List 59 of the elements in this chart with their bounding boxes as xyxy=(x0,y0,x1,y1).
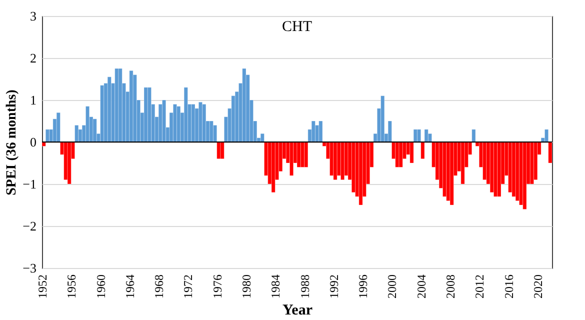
x-axis-title: Year xyxy=(282,302,313,318)
x-tick-label: 2020 xyxy=(530,274,545,298)
bar xyxy=(450,142,454,206)
x-tick-label: 2008 xyxy=(444,274,458,298)
bar xyxy=(460,142,465,184)
bar xyxy=(107,76,112,142)
x-tick-label: 1956 xyxy=(64,274,79,298)
x-tick-label: 1972 xyxy=(181,274,196,298)
bar xyxy=(86,106,90,142)
y-tick-label: −2 xyxy=(22,218,36,234)
y-tick-label: −1 xyxy=(22,176,36,192)
bar xyxy=(242,68,246,142)
bar xyxy=(318,120,323,142)
bar xyxy=(333,142,338,180)
bar xyxy=(92,118,97,142)
y-axis-title: SPEI (36 months) xyxy=(4,89,20,196)
bar xyxy=(311,120,316,142)
x-tick-label: 2016 xyxy=(502,274,516,298)
bar xyxy=(490,142,494,193)
bar xyxy=(380,96,385,142)
x-tick-label: 2004 xyxy=(414,274,428,298)
y-tick-label: −3 xyxy=(22,260,36,276)
y-tick-label: 3 xyxy=(30,8,36,24)
x-tick-label: 1984 xyxy=(268,274,283,298)
bar xyxy=(296,142,301,168)
y-tick-label: 1 xyxy=(30,92,36,108)
x-tick-label: 1952 xyxy=(36,274,50,298)
x-tick-label: 1968 xyxy=(152,274,166,298)
bar xyxy=(67,142,72,184)
x-tick-label: 1992 xyxy=(326,274,341,298)
x-tick-label: 2012 xyxy=(472,274,487,298)
bar xyxy=(497,142,502,197)
bar xyxy=(530,142,534,184)
bar xyxy=(522,142,527,210)
chart-title: CHT xyxy=(282,19,312,35)
x-tick-label: 1976 xyxy=(210,274,224,298)
y-tick-label: 2 xyxy=(30,50,36,66)
x-tick-label: 1996 xyxy=(356,274,370,298)
bar xyxy=(144,87,148,142)
bar xyxy=(147,87,152,142)
x-tick-label: 1980 xyxy=(240,274,254,298)
bar xyxy=(358,142,363,206)
x-tick-label: 1964 xyxy=(122,274,137,298)
x-tick-label: 1960 xyxy=(94,274,108,298)
y-tick-label: 0 xyxy=(30,134,36,150)
bar xyxy=(336,142,341,176)
bar xyxy=(202,104,206,142)
bar xyxy=(209,120,214,142)
bar xyxy=(132,74,137,142)
bar xyxy=(162,100,166,142)
bar xyxy=(271,142,276,193)
bar xyxy=(176,106,181,142)
bar xyxy=(398,142,403,168)
bar xyxy=(290,142,294,176)
bar xyxy=(191,104,196,142)
bar xyxy=(184,87,188,142)
bar xyxy=(118,68,122,142)
x-tick-label: 2000 xyxy=(385,274,400,298)
x-tick-label: 1988 xyxy=(298,274,312,298)
